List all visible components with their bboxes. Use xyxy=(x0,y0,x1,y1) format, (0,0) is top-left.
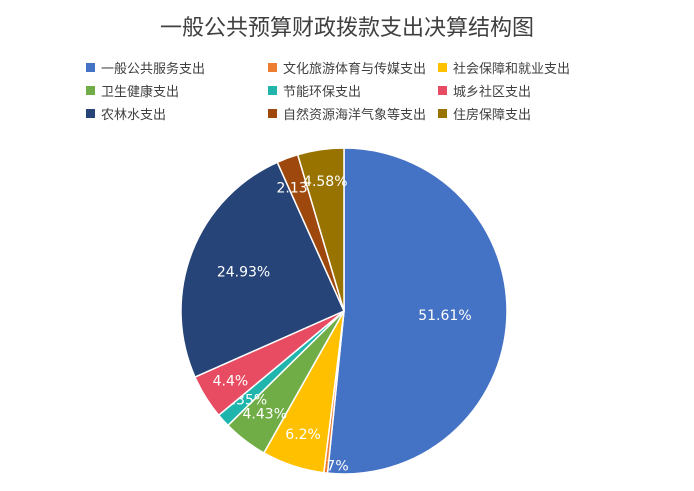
legend-label: 文化旅游体育与传媒支出 xyxy=(283,62,427,77)
slice-data-label: 4.4% xyxy=(213,373,249,389)
legend-label: 一般公共服务支出 xyxy=(101,62,206,77)
pie-slice xyxy=(326,147,508,475)
legend-label: 农林水支出 xyxy=(101,108,167,123)
pie-slice xyxy=(180,161,345,379)
legend-label: 自然资源海洋气象等支出 xyxy=(283,108,427,123)
legend-swatch xyxy=(438,109,447,118)
legend-swatch xyxy=(438,86,447,95)
legend-item: 住房保障支出 xyxy=(438,104,531,123)
legend-item: 卫生健康支出 xyxy=(86,81,179,100)
legend-item: 一般公共服务支出 xyxy=(86,58,205,77)
slice-data-label: 4.43% xyxy=(243,407,287,423)
slice-data-label: 24.93% xyxy=(217,264,270,280)
slice-data-label: 4.58% xyxy=(303,174,347,190)
legend-swatch xyxy=(268,63,277,72)
legend-swatch xyxy=(86,63,95,72)
legend-item: 自然资源海洋气象等支出 xyxy=(268,104,426,123)
slice-data-label: 6.2% xyxy=(285,427,321,443)
pie-slice xyxy=(296,147,345,312)
legend-label: 社会保障和就业支出 xyxy=(453,62,571,77)
legend-swatch xyxy=(268,109,277,118)
legend-item: 节能环保支出 xyxy=(268,81,361,100)
slice-data-label: 51.61% xyxy=(418,308,471,324)
legend-swatch xyxy=(268,86,277,95)
legend-label: 城乡社区支出 xyxy=(453,85,532,100)
legend-swatch xyxy=(86,86,95,95)
legend-label: 节能环保支出 xyxy=(283,85,362,100)
legend-item: 文化旅游体育与传媒支出 xyxy=(268,58,426,77)
legend-label: 住房保障支出 xyxy=(453,108,532,123)
legend-label: 卫生健康支出 xyxy=(101,85,180,100)
legend-swatch xyxy=(438,63,447,72)
chart-title: 一般公共预算财政拨款支出决算结构图 xyxy=(159,16,534,41)
legend-item: 社会保障和就业支出 xyxy=(438,58,570,77)
legend-item: 城乡社区支出 xyxy=(438,81,531,100)
legend-swatch xyxy=(86,109,95,118)
legend-item: 农林水支出 xyxy=(86,104,166,123)
